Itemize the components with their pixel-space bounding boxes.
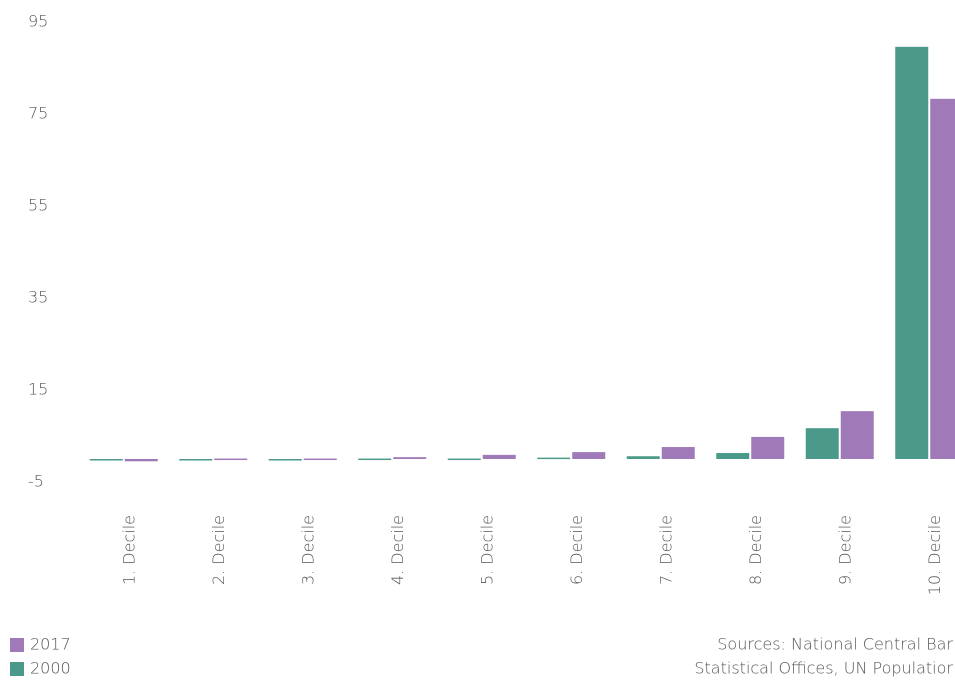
bar [661, 447, 695, 459]
bar [482, 454, 516, 459]
x-tick-label: 7. Decile [656, 515, 675, 585]
y-tick-label: 35 [28, 288, 48, 307]
x-tick-label: 8. Decile [746, 515, 765, 585]
x-tick-label: 10. Decile [925, 515, 944, 595]
bar [537, 457, 571, 460]
bar [393, 457, 427, 459]
bar [124, 459, 158, 462]
bar [179, 459, 213, 461]
bar [895, 46, 929, 460]
x-tick-label: 9. Decile [835, 515, 854, 585]
y-tick-label: 15 [28, 380, 48, 399]
x-tick-label: 1. Decile [119, 515, 138, 585]
x-tick-label: 6. Decile [567, 515, 586, 585]
bar [930, 98, 955, 459]
legend-label: 2017 [30, 635, 71, 654]
x-tick-label: 2. Decile [209, 515, 228, 585]
bar [840, 411, 874, 459]
bar [268, 459, 302, 461]
source-line: Statistical Offices, UN Populatior [694, 659, 953, 678]
y-tick-label: 55 [28, 196, 48, 215]
bar [626, 456, 660, 459]
legend-swatch [10, 662, 24, 676]
y-tick-label: 95 [28, 12, 48, 31]
legend-label: 2000 [30, 659, 71, 678]
y-tick-label: 75 [28, 104, 48, 123]
y-tick-label: -5 [28, 472, 44, 491]
bar [303, 458, 337, 461]
bar [572, 452, 606, 459]
bar [716, 453, 750, 459]
x-tick-label: 5. Decile [477, 515, 496, 585]
x-tick-label: 4. Decile [388, 515, 407, 585]
bar [214, 458, 248, 461]
x-tick-label: 3. Decile [298, 515, 317, 585]
bar [751, 436, 785, 459]
bar [358, 458, 392, 461]
bar [447, 458, 481, 461]
bar [89, 459, 123, 461]
bar [805, 428, 839, 459]
legend-swatch [10, 638, 24, 652]
source-line: Sources: National Central Bar [717, 635, 953, 654]
